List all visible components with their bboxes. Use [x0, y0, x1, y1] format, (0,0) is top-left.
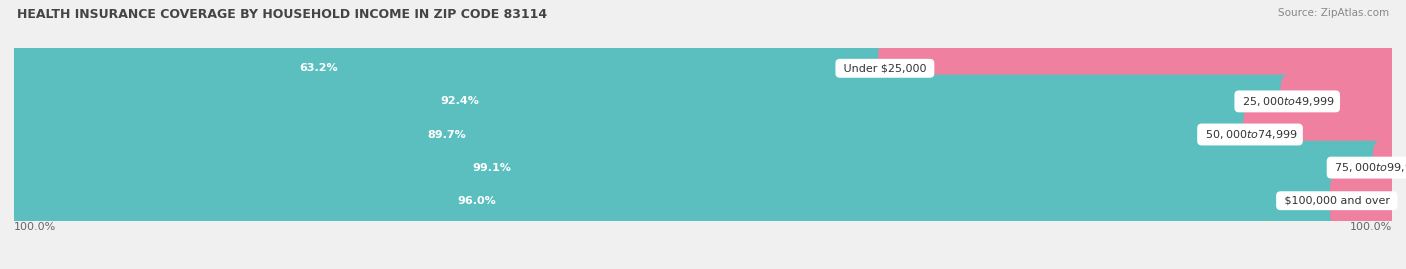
FancyBboxPatch shape — [1330, 174, 1400, 228]
FancyBboxPatch shape — [7, 108, 1257, 161]
FancyBboxPatch shape — [7, 174, 1344, 228]
Text: 89.7%: 89.7% — [427, 129, 465, 140]
FancyBboxPatch shape — [1281, 75, 1399, 128]
FancyBboxPatch shape — [7, 41, 891, 95]
FancyBboxPatch shape — [7, 141, 1386, 194]
Text: 63.2%: 63.2% — [299, 63, 339, 73]
FancyBboxPatch shape — [3, 131, 1403, 204]
FancyBboxPatch shape — [3, 31, 1403, 105]
Text: Under $25,000: Under $25,000 — [839, 63, 929, 73]
FancyBboxPatch shape — [3, 65, 1403, 138]
Text: 100.0%: 100.0% — [14, 222, 56, 232]
FancyBboxPatch shape — [7, 75, 1294, 128]
FancyBboxPatch shape — [3, 164, 1403, 238]
FancyBboxPatch shape — [1243, 108, 1399, 161]
Text: $75,000 to $99,999: $75,000 to $99,999 — [1331, 161, 1406, 174]
Text: HEALTH INSURANCE COVERAGE BY HOUSEHOLD INCOME IN ZIP CODE 83114: HEALTH INSURANCE COVERAGE BY HOUSEHOLD I… — [17, 8, 547, 21]
Text: $100,000 and over: $100,000 and over — [1281, 196, 1393, 206]
FancyBboxPatch shape — [3, 98, 1403, 171]
Text: Source: ZipAtlas.com: Source: ZipAtlas.com — [1278, 8, 1389, 18]
FancyBboxPatch shape — [877, 41, 1399, 95]
Text: $25,000 to $49,999: $25,000 to $49,999 — [1239, 95, 1336, 108]
Text: $50,000 to $74,999: $50,000 to $74,999 — [1202, 128, 1298, 141]
FancyBboxPatch shape — [1372, 141, 1399, 194]
Text: 92.4%: 92.4% — [440, 96, 479, 107]
Text: 100.0%: 100.0% — [1350, 222, 1392, 232]
Text: 99.1%: 99.1% — [472, 162, 512, 173]
Text: 96.0%: 96.0% — [457, 196, 496, 206]
